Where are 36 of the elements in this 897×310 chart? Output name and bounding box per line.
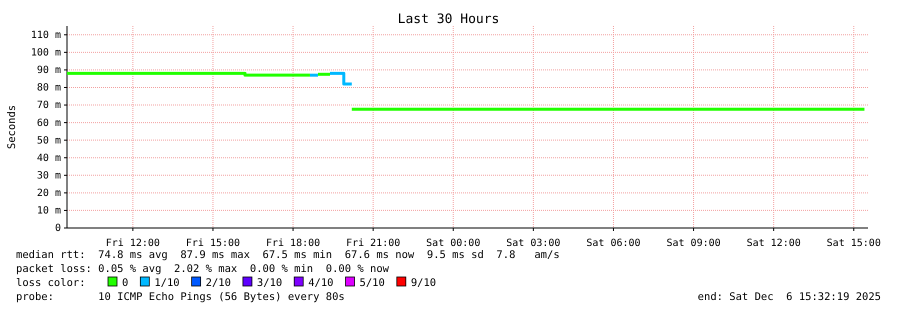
y-tick-label: 60 m	[36, 118, 61, 129]
x-tick-label: Sat 12:00	[746, 238, 801, 249]
x-tick-label: Sat 06:00	[586, 238, 641, 249]
legend-label: 3/10	[256, 277, 282, 289]
x-tick-label: Sat 15:00	[826, 238, 881, 249]
chart-title: Last 30 Hours	[398, 12, 500, 27]
legend-label: 0	[122, 277, 128, 289]
legend-label: 4/10	[308, 277, 334, 289]
y-tick-label: 80 m	[36, 82, 61, 94]
legend-label: 1/10	[154, 277, 180, 289]
legend-label: 2/10	[206, 277, 231, 289]
y-tick-label: 70 m	[36, 100, 61, 112]
text: packet loss: 0.05 % avg 2.02 % max 0.00 % min 0.00 % now	[16, 263, 390, 275]
x-tick-label: Fri 21:00	[346, 238, 400, 249]
y-tick-label: 30 m	[36, 170, 61, 182]
legend-label: 9/10	[410, 277, 436, 289]
x-tick-label: Fri 15:00	[186, 238, 240, 249]
x-tick-label: Sat 00:00	[426, 238, 480, 249]
x-tick-label: Sat 09:00	[666, 238, 721, 249]
x-tick-label: Fri 18:00	[266, 238, 320, 249]
y-axis-title: Seconds	[6, 104, 18, 150]
x-tick-label: Sat 03:00	[506, 238, 560, 249]
legend-label: 5/10	[360, 277, 385, 289]
y-tick-label: 10 m	[36, 206, 61, 217]
legend-title: loss color:	[16, 277, 86, 289]
y-tick-label: 50 m	[36, 135, 61, 146]
x-tick-label: Fri 12:00	[106, 238, 160, 249]
text: end: Sat Dec 6 15:32:19 2025	[698, 291, 881, 303]
y-tick-label: 110 m	[30, 30, 61, 41]
text: median rtt: 74.8 ms avg 87.9 ms max 67.5 ms min 67.6 ms now 9.5 ms sd 7.8 am/s	[16, 249, 560, 261]
y-tick-label: 0	[54, 223, 61, 234]
y-tick-label: 20 m	[36, 188, 61, 200]
y-tick-label: 100 m	[30, 48, 61, 59]
text: probe: 10 ICMP Echo Pings (56 Bytes) every 80s	[16, 291, 345, 303]
y-tick-label: 90 m	[36, 65, 61, 76]
y-tick-label: 40 m	[36, 152, 61, 164]
